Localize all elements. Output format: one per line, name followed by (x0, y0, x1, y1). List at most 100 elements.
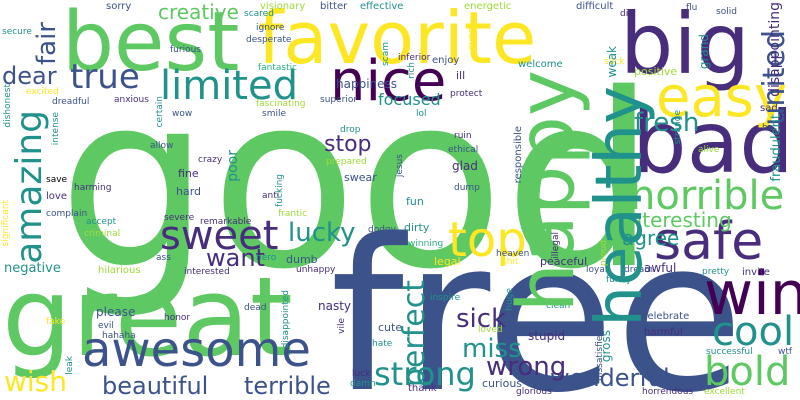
word-ethical: ethical (448, 145, 479, 155)
word-fine: fine (178, 167, 199, 180)
word-please: please (96, 305, 136, 319)
word-sweet: sweet (160, 213, 279, 259)
word-ignore: ignore (256, 23, 285, 33)
word-beautiful: beautiful (102, 372, 209, 400)
word-perfect: perfect (397, 280, 432, 388)
word-enjoy: enjoy (432, 55, 460, 66)
word-top: top (448, 212, 527, 268)
word-awful: awful (644, 261, 677, 275)
word-wish: wish (4, 365, 68, 398)
word-harmful: harmful (644, 327, 683, 338)
word-solid: solid (716, 7, 737, 17)
word-fresh: fresh (634, 108, 700, 138)
word-save: save (46, 175, 68, 185)
word-awesome: awesome (82, 322, 311, 378)
word-honor: honor (164, 313, 191, 323)
word-dirt: dirt (620, 9, 636, 19)
word-leak: leak (65, 356, 75, 375)
word-creative: creative (158, 0, 239, 24)
word-interesting: interesting (624, 208, 732, 232)
word-anti: anti (262, 191, 280, 201)
word-smile: smile (262, 109, 286, 119)
word-bad: bad (632, 93, 794, 193)
word-great: great (2, 253, 293, 381)
word-happy: happy (502, 70, 592, 313)
word-rich: rich (407, 62, 417, 79)
word-grand: grand (697, 34, 711, 70)
word-positive: positive (634, 65, 678, 78)
word-big: big (620, 0, 750, 93)
word-scam: scam (381, 42, 391, 66)
word-evil: evil (98, 321, 114, 331)
word-agree: agree (622, 226, 680, 250)
word-horrible: horrible (630, 173, 785, 219)
word-wonderful: wonderful (550, 364, 670, 392)
word-bold: bold (704, 349, 791, 395)
word-prepared: prepared (326, 157, 367, 167)
word-illegal: illegal (551, 232, 561, 259)
word-dissatisfied: dissatisfied (595, 330, 605, 381)
word-favorite: favorite (258, 0, 537, 80)
word-hate: hate (372, 339, 393, 349)
word-want: want (206, 244, 265, 272)
word-shit: shit (502, 257, 519, 267)
word-easy: easy (656, 65, 788, 130)
word-damn: damn (350, 379, 376, 389)
word-welcome: welcome (518, 59, 563, 70)
word-win: win (704, 259, 800, 329)
word-ruin: ruin (454, 131, 472, 141)
word-cool: cool (712, 309, 795, 355)
word-limited: limited (160, 63, 298, 109)
word-crazy: crazy (198, 155, 223, 165)
word-lol: lol (416, 109, 427, 119)
word-winning: winning (408, 239, 444, 249)
word-focused: focused (378, 90, 441, 109)
word-hero: hero (256, 253, 277, 263)
word-difficult: difficult (576, 1, 614, 12)
word-ha: ha (762, 123, 774, 133)
word-nasty: nasty (318, 299, 352, 313)
word-interested: interested (184, 267, 230, 277)
word-furious: furious (170, 45, 201, 55)
word-horrendous: horrendous (642, 387, 694, 397)
word-jesus: jesus (395, 154, 405, 178)
word-fucking: fucking (275, 174, 285, 207)
word-amazing: amazing (9, 110, 50, 264)
word-hilarious: hilarious (98, 265, 141, 276)
word-desperate: desperate (246, 35, 292, 45)
word-fascinating: fascinating (256, 99, 306, 109)
word-dear: dear (2, 62, 57, 90)
word-drop: drop (340, 125, 361, 135)
word-glorious: glorious (516, 387, 552, 397)
word-poor: poor (225, 150, 241, 182)
word-luck: luck (352, 369, 371, 379)
word-curious: curious (482, 377, 523, 390)
word-harming: harming (74, 183, 112, 193)
word-fraudulent: fraudulent (769, 114, 784, 182)
word-love: love (46, 191, 67, 202)
word-accept: accept (86, 217, 117, 227)
word-dump: dump (454, 183, 480, 193)
word-ill: ill (456, 69, 466, 82)
word-hahaha: hahaha (102, 331, 136, 341)
word-proud: proud (599, 240, 609, 267)
word-bitter: bitter (320, 1, 348, 12)
word-dead: dead (244, 303, 267, 313)
word-dodgy: dodgy (368, 225, 396, 235)
word-suck: suck (604, 57, 625, 67)
word-excited: excited (26, 87, 59, 97)
word-excellent: excellent (704, 387, 745, 397)
word-remarkable: remarkable (200, 217, 252, 227)
word-fantastic: fantastic (258, 63, 298, 73)
word-peaceful: peaceful (540, 255, 588, 268)
word-sorry: sorry (106, 1, 132, 12)
word-loyal: loyal (586, 265, 608, 275)
word-disappointing: disappointing (767, 2, 783, 97)
word-fake: fake (46, 317, 66, 327)
word-effective: effective (360, 1, 404, 12)
word-wtf: wtf (778, 347, 793, 357)
word-scared: scared (244, 9, 274, 19)
word-good: good (58, 42, 657, 322)
word-cute: cute (378, 321, 403, 334)
